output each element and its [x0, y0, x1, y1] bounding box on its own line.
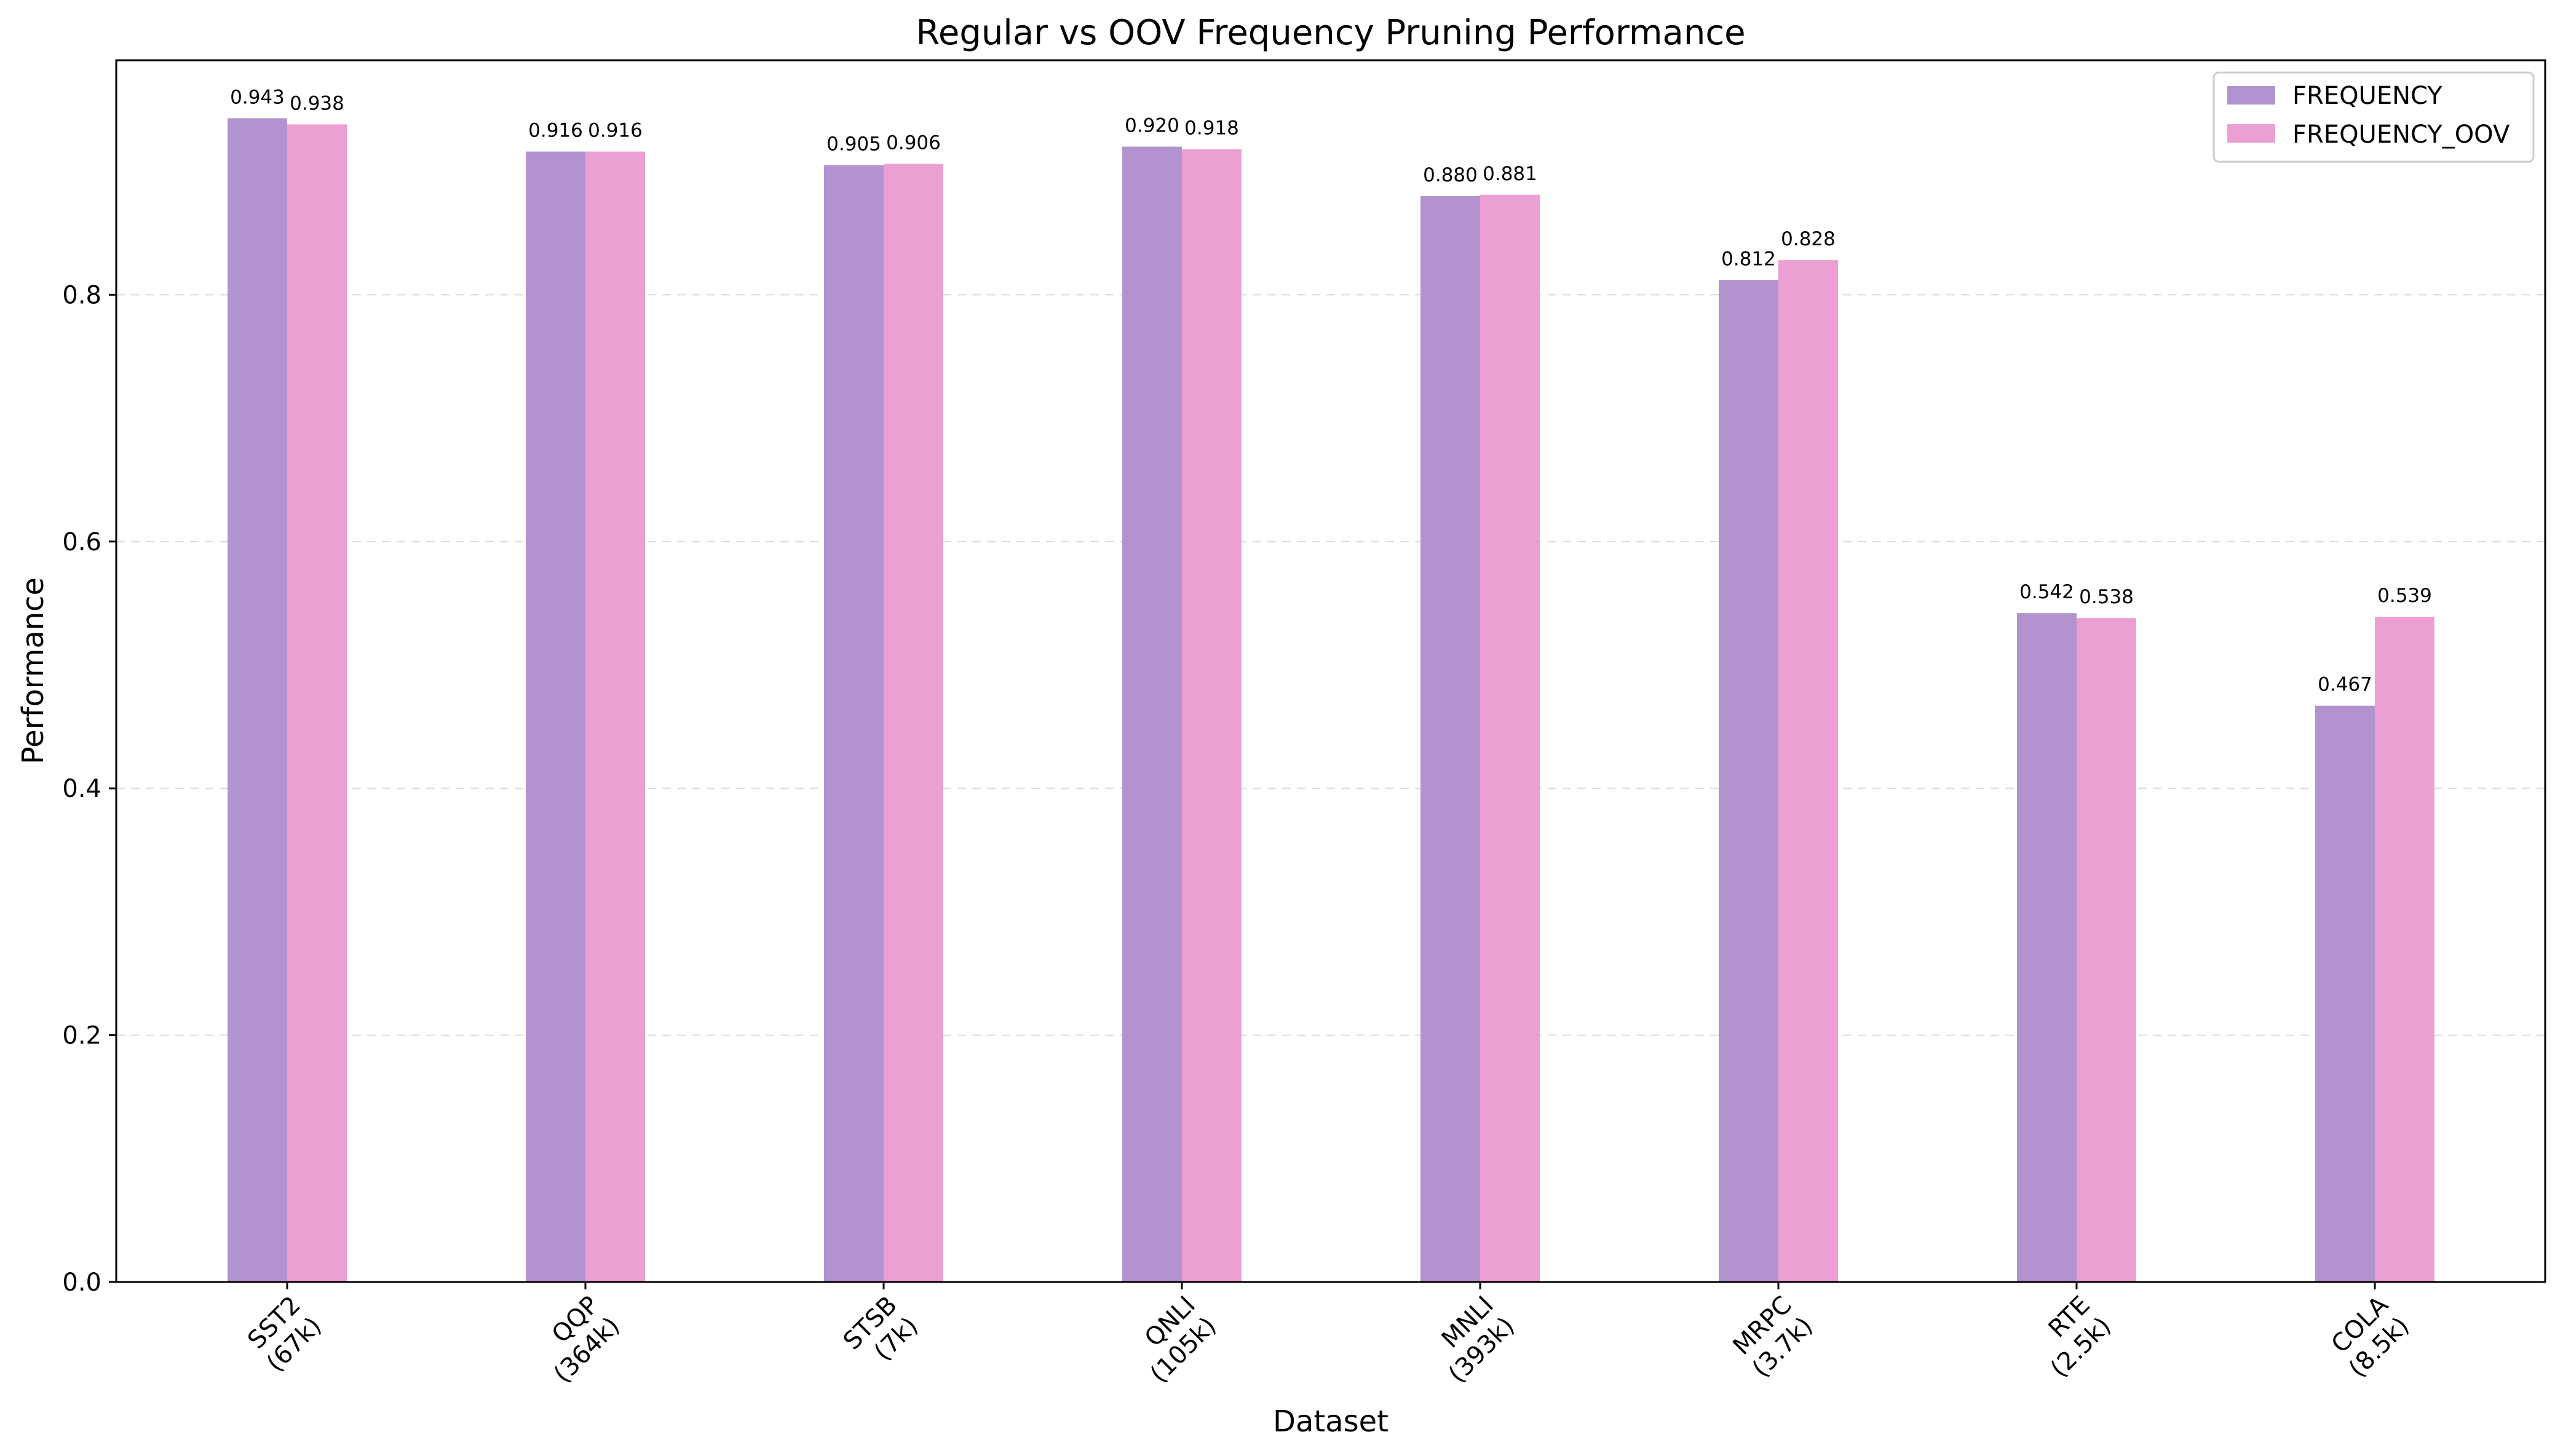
bar-frequency-oov-mnli: [1480, 194, 1540, 1282]
bar-frequency-oov-cola: [2375, 617, 2434, 1282]
legend: FREQUENCY FREQUENCY_OOV: [2212, 71, 2535, 163]
x-axis: SST2(67k) QQP(364k) STSB(7k) QNLI(105k) MNLI…: [242, 1282, 2415, 1388]
chart-title: Regular vs OOV Frequency Pruning Perform…: [916, 13, 1745, 53]
bar-frequency-sst2: [228, 118, 287, 1283]
bar-frequency-oov-stsb: [884, 164, 943, 1282]
bar-frequency-oov-rte: [2077, 618, 2136, 1282]
bar-frequency-rte: [2017, 613, 2077, 1282]
x-tick-label-group: MRPC(3.7k): [1727, 1291, 1818, 1383]
bars: [228, 118, 2434, 1283]
x-tick-label-group: SST2(67k): [242, 1291, 327, 1377]
x-tick-label-group: QNLI(105k): [1139, 1291, 1222, 1388]
bar-value-labels: 0.943 0.938 0.916 0.916 0.905 0.906 0.920 0.918…: [230, 86, 2432, 695]
bar-frequency-oov-mrpc: [1778, 260, 1838, 1282]
y-tick-label: 0.4: [62, 775, 101, 803]
plot-frame: [115, 59, 2546, 1283]
y-tick-label: 0.8: [62, 281, 101, 309]
bar-value-label: 0.943: [230, 86, 285, 108]
bar-value-label: 0.916: [588, 120, 643, 142]
y-axis-label: Performance: [16, 577, 50, 764]
bar-value-label: 0.916: [528, 120, 583, 142]
x-tick-label-group: COLA(8.5k): [2326, 1291, 2415, 1383]
bar-frequency-mnli: [1420, 196, 1480, 1282]
bar-value-label: 0.938: [290, 92, 344, 114]
bar-value-label: 0.542: [2019, 581, 2074, 603]
bar-value-label: 0.828: [1781, 228, 1836, 250]
legend-swatch-frequency-oov: [2227, 124, 2275, 143]
bar-frequency-qnli: [1122, 146, 1182, 1282]
bar-frequency-oov-qqp: [585, 151, 645, 1283]
bar-frequency-stsb: [824, 165, 884, 1282]
bar-frequency-oov-sst2: [287, 124, 347, 1282]
bar-value-label: 0.538: [2079, 586, 2134, 608]
legend-swatch-frequency: [2227, 86, 2275, 105]
x-tick-label-group: STSB(7k): [838, 1291, 924, 1366]
bar-frequency-qqp: [526, 151, 585, 1283]
legend-label-frequency-oov: FREQUENCY_OOV: [2292, 121, 2510, 149]
x-tick-label-group: RTE(2.5k): [2043, 1291, 2117, 1383]
bar-value-label: 0.812: [1721, 248, 1776, 270]
bar-frequency-cola: [2315, 705, 2375, 1282]
x-tick-label-group: QQP(364k): [547, 1291, 625, 1388]
y-tick-label: 0.2: [62, 1022, 101, 1050]
bar-value-label: 0.906: [886, 132, 941, 154]
legend-box: [2212, 71, 2535, 163]
y-tick-label: 0.6: [62, 528, 101, 556]
legend-label-frequency: FREQUENCY: [2292, 82, 2442, 110]
bar-frequency-mrpc: [1719, 280, 1778, 1283]
bar-value-label: 0.539: [2377, 585, 2432, 607]
bar-value-label: 0.881: [1483, 163, 1537, 185]
bar-value-label: 0.905: [826, 133, 881, 156]
x-axis-label: Dataset: [1273, 1404, 1388, 1439]
bar-frequency-oov-qnli: [1182, 149, 1242, 1283]
y-tick-label: 0.0: [62, 1268, 101, 1297]
bar-value-label: 0.918: [1184, 117, 1239, 140]
bar-value-label: 0.920: [1125, 114, 1179, 136]
bar-value-label: 0.467: [2318, 674, 2372, 696]
bar-value-label: 0.880: [1423, 164, 1478, 186]
x-tick-label-group: MNLI(393k): [1436, 1291, 1520, 1388]
grid-lines: [116, 294, 2545, 1036]
y-axis: 0.0 0.2 0.4 0.6 0.8: [62, 281, 116, 1297]
